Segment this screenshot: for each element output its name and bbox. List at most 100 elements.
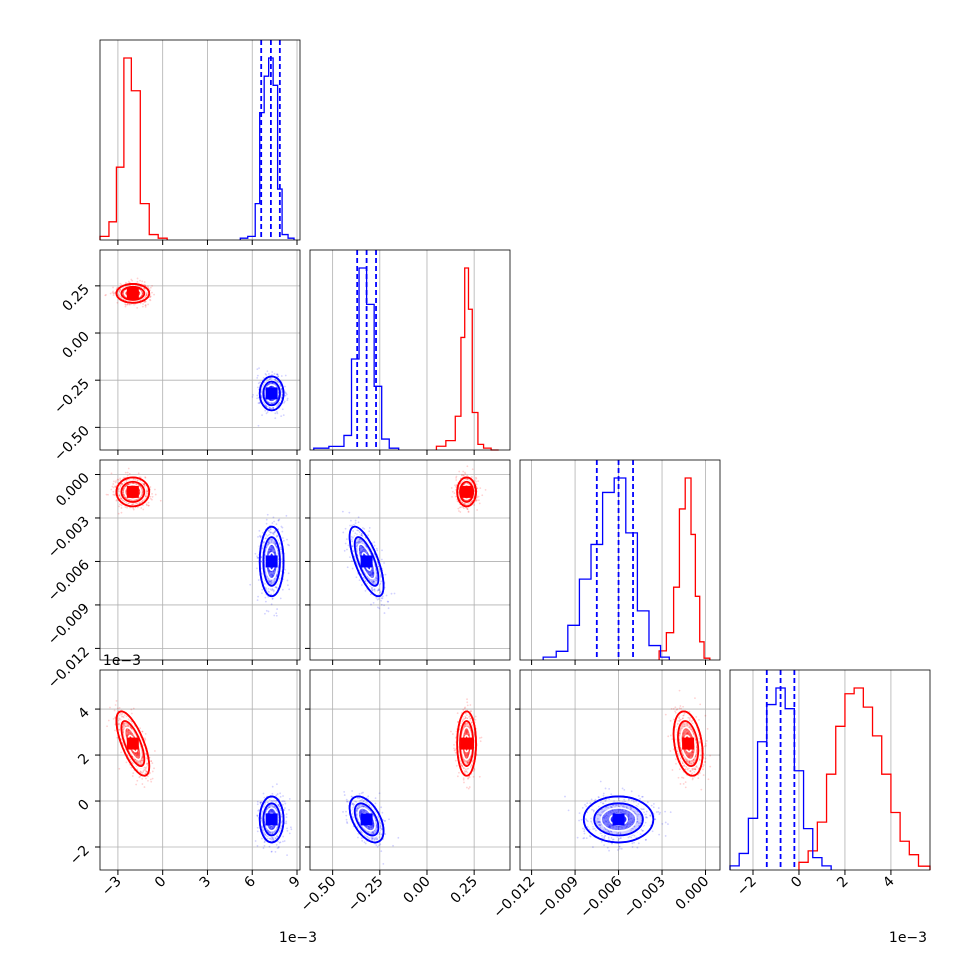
sample-point [143, 483, 146, 485]
sample-point [141, 772, 143, 774]
sample-point [371, 573, 374, 576]
sample-point [127, 729, 130, 732]
sample-point [142, 303, 144, 305]
sample-point [125, 729, 128, 732]
panel-frame [99, 249, 301, 451]
sample-point [368, 530, 371, 533]
sample-point [380, 597, 383, 600]
sample-point [367, 572, 370, 574]
histogram-step [313, 267, 400, 450]
sample-point [367, 571, 370, 573]
sample-point [282, 795, 284, 797]
sample-point [143, 483, 146, 486]
sample-point [268, 810, 271, 813]
sample-point [479, 487, 482, 490]
sample-point [270, 377, 273, 380]
sample-point [377, 565, 380, 568]
sample-point [272, 839, 275, 841]
sample-point [115, 498, 118, 501]
sample-point [471, 468, 474, 471]
sample-point [149, 299, 152, 302]
sample-point [264, 586, 267, 589]
histogram-panel-1 [99, 39, 301, 245]
sample-point [105, 293, 107, 296]
sample-point [276, 783, 278, 786]
sample-point [144, 305, 147, 308]
sample-point [276, 412, 279, 415]
sample-point [376, 577, 378, 580]
sample-point [270, 850, 273, 853]
sample-point [145, 503, 148, 506]
sample-point [277, 845, 280, 848]
sample-point [370, 587, 373, 589]
sample-point [264, 409, 267, 412]
sample-point [274, 586, 277, 589]
sample-point [281, 530, 284, 533]
sample-point [149, 778, 152, 781]
sample-point [141, 756, 144, 759]
sample-point [270, 549, 273, 552]
sample-point [270, 808, 273, 811]
sample-point [474, 500, 477, 502]
sample-point [256, 397, 258, 400]
sample-point [360, 532, 363, 535]
sample-point [119, 718, 121, 721]
sample-point [138, 754, 140, 757]
histogram-step [798, 687, 931, 870]
sample-point [137, 752, 140, 755]
sample-point [269, 406, 271, 409]
sample-point [116, 301, 119, 304]
sample-point [252, 393, 255, 396]
sample-point [475, 480, 477, 483]
sample-point [265, 575, 268, 578]
sample-point [259, 534, 261, 537]
sample-point [276, 608, 279, 610]
sample-point [385, 594, 388, 597]
sample-point [371, 570, 374, 572]
sample-point [127, 731, 130, 734]
sample-point [275, 843, 278, 846]
sample-point [275, 586, 277, 588]
sample-point [140, 507, 143, 509]
sample-point [146, 490, 149, 493]
sample-point [370, 580, 373, 583]
sample-point [120, 507, 123, 509]
sample-point [126, 730, 128, 733]
density-peak [126, 737, 139, 750]
sample-point [144, 733, 147, 735]
sample-point [280, 415, 283, 418]
sample-point [125, 734, 128, 736]
sample-point [130, 708, 133, 711]
sample-point [371, 570, 374, 573]
sample-point [373, 541, 376, 544]
sample-point [286, 854, 288, 857]
sample-point [275, 614, 278, 617]
sample-point [369, 573, 372, 576]
sample-point [460, 506, 462, 508]
sample-point [118, 289, 121, 292]
sample-point [256, 386, 259, 389]
sample-point [122, 476, 125, 479]
sample-point [285, 820, 288, 823]
sample-point [120, 498, 123, 500]
sample-point [139, 479, 141, 482]
sample-point [344, 527, 347, 530]
sample-point [126, 735, 129, 738]
sample-point [117, 723, 120, 726]
sample-point [270, 838, 273, 841]
sample-point [364, 549, 367, 552]
sample-point [143, 287, 145, 290]
sample-point [285, 393, 288, 396]
sample-point [267, 529, 270, 532]
sample-point [122, 291, 125, 294]
sample-point [288, 588, 291, 591]
sample-point [276, 373, 279, 376]
sample-point [257, 424, 260, 427]
sample-point [273, 831, 276, 834]
sample-point [375, 575, 378, 578]
sample-point [360, 584, 363, 586]
density-peak [265, 555, 278, 568]
sample-point [274, 542, 277, 545]
sample-point [126, 735, 129, 738]
sample-point [380, 599, 383, 602]
